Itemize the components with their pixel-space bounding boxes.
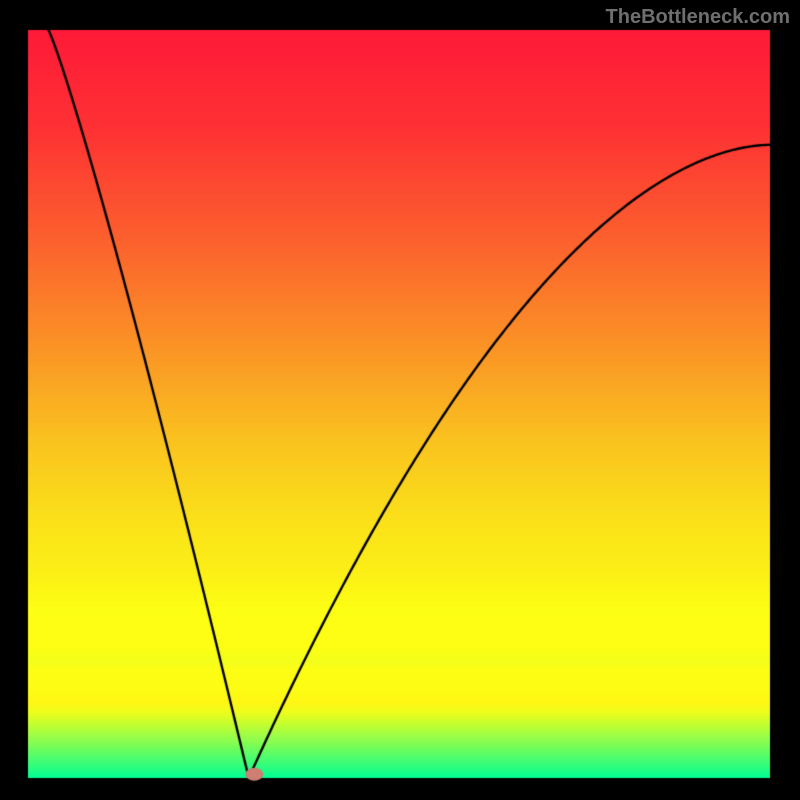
bottleneck-chart [0,0,800,800]
